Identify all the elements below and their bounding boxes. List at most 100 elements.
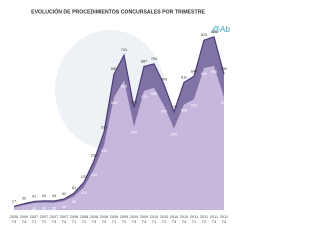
x-tick-label: 2009 T3 [130, 215, 138, 224]
data-label: 470 [171, 105, 177, 109]
data-label: 680 [201, 72, 207, 76]
data-label: 490 [131, 101, 137, 105]
x-tick-label: 2009 T2 [120, 215, 128, 224]
x-tick-part: T4 [222, 220, 226, 224]
data-label: 52 [62, 192, 66, 196]
area [14, 65, 224, 210]
data-label: 700 [151, 57, 157, 61]
x-tick-part: T3 [52, 220, 56, 224]
data-label: 829 [211, 30, 217, 34]
x-tick-part: 2011 [220, 215, 228, 219]
x-tick-label: 2008 T4 [100, 215, 108, 224]
x-tick-label: 2011 T2 [200, 215, 208, 224]
x-tick-part: 2007 [60, 215, 68, 219]
data-label: 30 [22, 197, 26, 201]
x-tick-part: 2010 [180, 215, 188, 219]
watermark: @Abo [212, 25, 230, 34]
data-label: 540 [221, 101, 227, 105]
x-tick-part: T3 [212, 220, 216, 224]
data-label: 12 [12, 211, 16, 215]
data-label: 43 [52, 194, 56, 198]
x-tick-part: T4 [62, 220, 66, 224]
x-tick-label: 2007 T1 [30, 215, 38, 224]
x-tick-part: 2009 [130, 215, 138, 219]
x-tick-part: T1 [152, 220, 156, 224]
x-tick-part: 2010 [160, 215, 168, 219]
x-tick-part: 2006 [20, 215, 28, 219]
x-tick-label: 2006 T3 [10, 215, 18, 224]
x-tick-part: 2008 [90, 215, 98, 219]
x-tick-part: T4 [182, 220, 186, 224]
data-label: 540 [111, 101, 117, 105]
x-tick-part: T3 [132, 220, 136, 224]
data-label: 390 [171, 133, 177, 137]
data-label: 600 [161, 78, 167, 82]
x-tick-part: T3 [92, 220, 96, 224]
x-tick-part: T2 [202, 220, 206, 224]
x-tick-part: 2009 [110, 215, 118, 219]
data-label: 66 [72, 200, 76, 204]
x-tick-part: 2008 [80, 215, 88, 219]
x-tick-part: 2011 [210, 215, 218, 219]
chart-title: EVOLUCIÓN DE PROCEDIMIENTOS CONCURSALES … [31, 7, 205, 15]
data-label: 530 [191, 103, 197, 107]
x-tick-label: 2007 T4 [60, 215, 68, 224]
x-tick-part: 2011 [200, 215, 208, 219]
data-label: 640 [191, 69, 197, 73]
data-label: 110 [81, 191, 87, 195]
data-label: 310 [101, 149, 107, 153]
x-tick-label: 2007 T2 [40, 215, 48, 224]
x-tick-part: 2007 [40, 215, 48, 219]
data-label: 741 [121, 48, 127, 52]
x-tick-part: 2007 [30, 215, 38, 219]
data-label: 650 [221, 67, 227, 71]
x-tick-label: 2009 T4 [140, 215, 148, 224]
x-tick-part: 2010 [150, 215, 158, 219]
x-tick-label: 2011 T4 [220, 215, 228, 224]
x-tick-part: 2008 [100, 215, 108, 219]
data-label: 650 [111, 67, 117, 71]
data-label: 690 [211, 70, 217, 74]
data-label: 81 [72, 186, 76, 190]
data-label: 611 [181, 75, 187, 79]
x-tick-part: T4 [22, 220, 26, 224]
x-tick-part: T3 [12, 220, 16, 224]
x-tick-part: T2 [122, 220, 126, 224]
data-label: 36 [42, 206, 46, 210]
x-tick-label: 2010 T1 [150, 215, 158, 224]
x-tick-label: 2008 T3 [90, 215, 98, 224]
x-tick-part: T4 [142, 220, 146, 224]
x-tick-part: 2009 [140, 215, 148, 219]
x-tick-part: T1 [192, 220, 196, 224]
chart: EVOLUCIÓN DE PROCEDIMIENTOS CONCURSALES … [9, 7, 230, 224]
x-tick-label: 2011 T3 [210, 215, 218, 224]
x-tick-label: 2009 T1 [110, 215, 118, 224]
data-label: 43 [62, 205, 66, 209]
x-tick-part: T1 [112, 220, 116, 224]
x-tick-part: T3 [172, 220, 176, 224]
x-tick-label: 2006 T4 [20, 215, 28, 224]
data-label: 372 [101, 125, 107, 129]
x-tick-label: 2010 T2 [160, 215, 168, 224]
data-label: 41 [32, 194, 36, 198]
data-label: 687 [141, 59, 147, 63]
data-label: 813 [201, 33, 207, 37]
x-tick-label: 2008 T1 [70, 215, 78, 224]
data-label: 33 [32, 207, 36, 211]
x-tick-part: T1 [72, 220, 76, 224]
x-tick-label: 2008 T2 [80, 215, 88, 224]
data-label: 570 [141, 95, 147, 99]
x-tick-part: 2011 [190, 215, 198, 219]
data-label: 400 [131, 130, 137, 134]
data-label: 500 [161, 110, 167, 114]
data-label: 236 [91, 154, 97, 158]
x-tick-part: T1 [32, 220, 36, 224]
line [13, 36, 225, 208]
x-tick-label: 2010 T3 [170, 215, 178, 224]
x-tick-part: 2008 [70, 215, 78, 219]
x-tick-label: 2010 T4 [180, 215, 188, 224]
data-label: 505 [181, 109, 187, 113]
data-label: 17 [12, 199, 16, 203]
x-tick-part: 2010 [170, 215, 178, 219]
data-label: 24 [22, 209, 26, 213]
